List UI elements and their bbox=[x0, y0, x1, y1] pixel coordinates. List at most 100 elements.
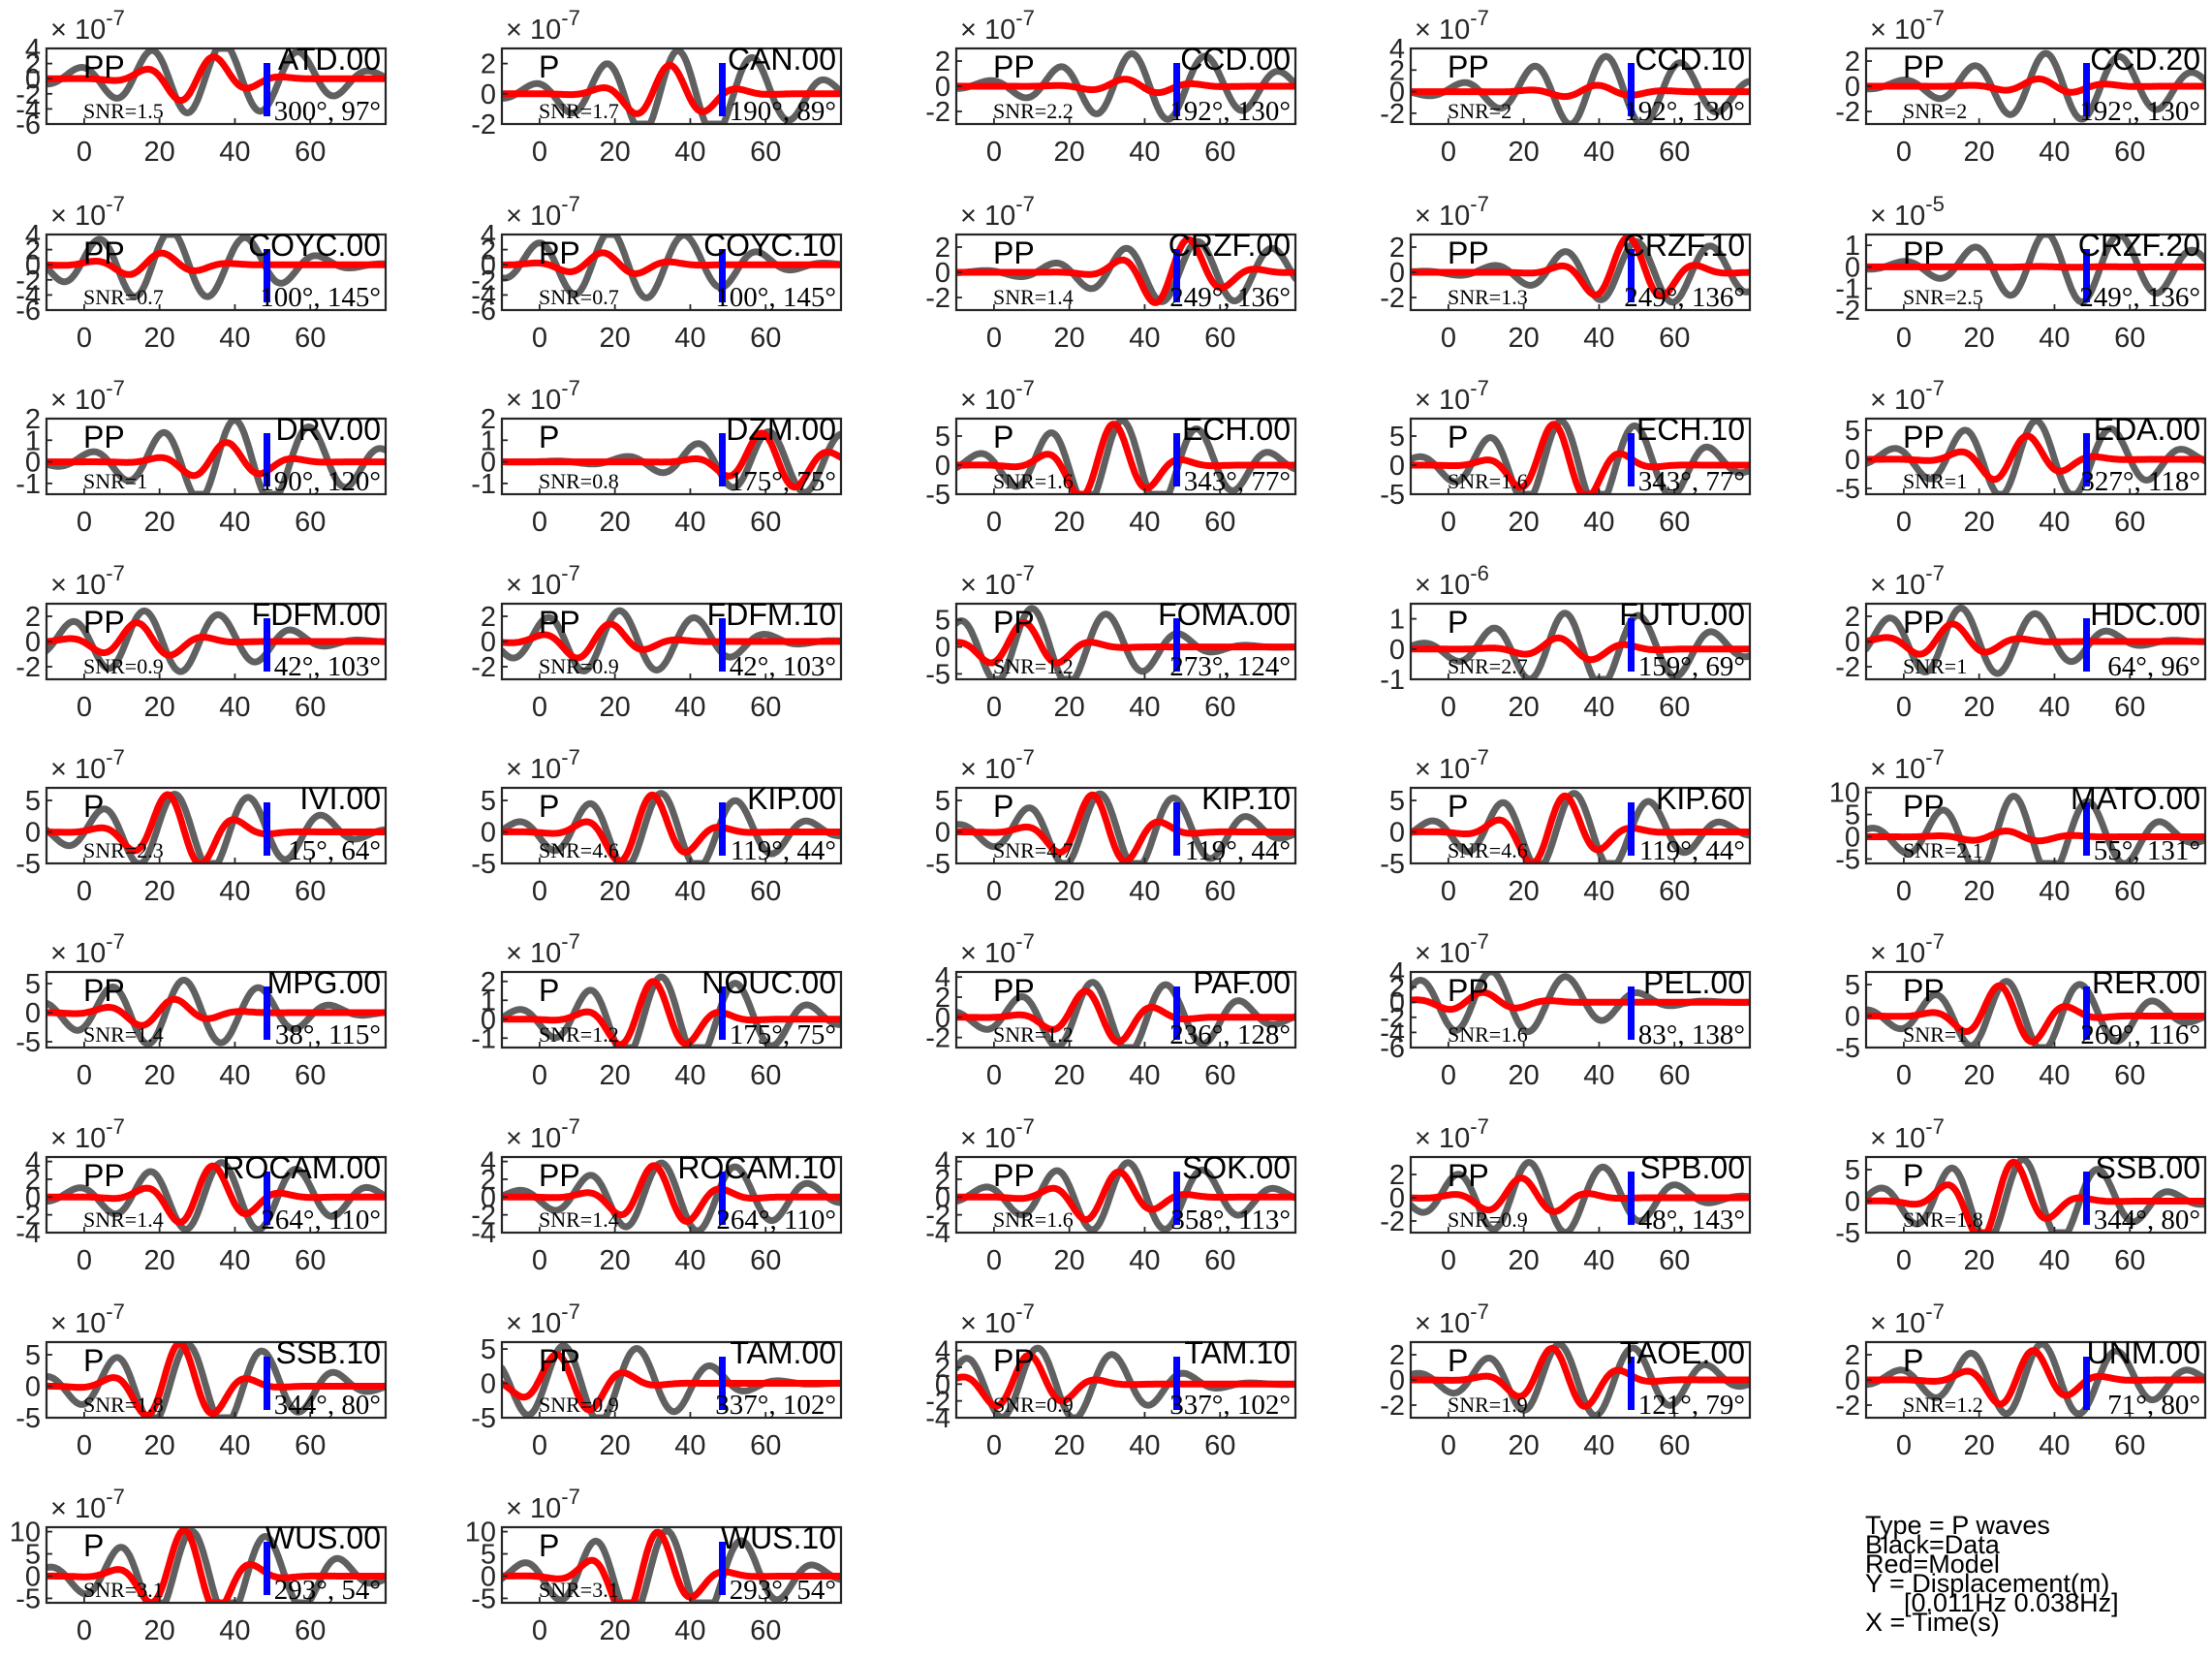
wave-type-label: PP bbox=[83, 235, 125, 270]
wave-type-label: PP bbox=[1903, 605, 1945, 640]
x-tick-label: 0 bbox=[1896, 1245, 1912, 1276]
station-label: CCD.00 bbox=[1180, 42, 1291, 77]
y-tick-label: 2 bbox=[935, 47, 950, 78]
data-trace bbox=[956, 979, 1295, 1048]
azimuth-distance-label: 190°, 89° bbox=[730, 96, 836, 127]
y-tick-label: -5 bbox=[471, 1583, 496, 1614]
y-tick-label: 1 bbox=[25, 425, 41, 456]
x-tick-label: 20 bbox=[1509, 1245, 1540, 1276]
y-tick-label: 0 bbox=[25, 1372, 41, 1403]
y-exponent-label: × 10-7 bbox=[1415, 1299, 1489, 1339]
x-tick-label: 20 bbox=[144, 1060, 175, 1091]
x-tick-label: 40 bbox=[1583, 876, 1614, 907]
y-exponent-power: -7 bbox=[1925, 1299, 1945, 1324]
x-tick-label: 20 bbox=[1509, 876, 1540, 907]
y-tick-label: 10 bbox=[10, 1518, 41, 1549]
snr-label: SNR=0.9 bbox=[83, 654, 164, 678]
snr-label: SNR=4.6 bbox=[539, 838, 619, 862]
data-trace bbox=[502, 973, 841, 1048]
y-tick-label: 2 bbox=[1845, 47, 1860, 78]
y-tick-label: 0 bbox=[481, 448, 496, 479]
azimuth-distance-label: 119°, 44° bbox=[1639, 835, 1745, 866]
azimuth-distance-label: 264°, 110° bbox=[716, 1205, 836, 1236]
station-label: CRZF.10 bbox=[1623, 228, 1745, 263]
y-tick-label: -4 bbox=[471, 280, 496, 311]
legend-line-model: Red=Model bbox=[1865, 1549, 2000, 1579]
x-tick-label: 40 bbox=[1583, 1245, 1614, 1276]
y-tick-label: -2 bbox=[925, 97, 950, 128]
y-exponent-label: × 10-7 bbox=[50, 929, 125, 969]
y-exponent-label: × 10-7 bbox=[50, 745, 125, 785]
snr-label: SNR=1 bbox=[1903, 469, 1967, 493]
x-tick-label: 60 bbox=[295, 507, 326, 538]
x-tick-label: 40 bbox=[2039, 507, 2070, 538]
azimuth-distance-label: 192°, 130° bbox=[2079, 96, 2200, 127]
model-trace bbox=[47, 1162, 386, 1226]
data-trace bbox=[502, 790, 841, 863]
y-tick-label: 0 bbox=[1845, 445, 1860, 476]
wave-type-label: PP bbox=[1448, 235, 1489, 270]
y-tick-label: -1 bbox=[16, 469, 41, 500]
y-tick-label: 2 bbox=[481, 967, 496, 998]
station-label: ROCAM.00 bbox=[222, 1150, 381, 1185]
azimuth-distance-label: 249°, 136° bbox=[1169, 282, 1291, 313]
x-tick-label: 20 bbox=[144, 692, 175, 723]
y-exponent-label: × 10-7 bbox=[1415, 745, 1489, 785]
snr-label: SNR=2.2 bbox=[993, 99, 1074, 123]
x-tick-label: 40 bbox=[219, 1615, 250, 1646]
y-tick-label: -6 bbox=[16, 296, 41, 327]
wave-type-label: PP bbox=[83, 420, 125, 454]
x-tick-label: 60 bbox=[1659, 876, 1690, 907]
snr-label: SNR=1.6 bbox=[1448, 1022, 1528, 1047]
y-tick-label: 0 bbox=[1845, 627, 1860, 658]
station-label: SSB.00 bbox=[2095, 1150, 2200, 1185]
x-tick-label: 0 bbox=[986, 876, 1002, 907]
y-tick-label: 5 bbox=[25, 1340, 41, 1371]
y-tick-label: -5 bbox=[925, 659, 950, 690]
y-tick-label: 0 bbox=[1845, 822, 1860, 853]
y-tick-label: 0 bbox=[1389, 1183, 1405, 1214]
snr-label: SNR=1.6 bbox=[1448, 469, 1528, 493]
station-label: KIP.60 bbox=[1656, 781, 1745, 816]
station-label: IVI.00 bbox=[299, 781, 381, 816]
x-tick-label: 0 bbox=[532, 692, 547, 723]
x-tick-label: 20 bbox=[144, 507, 175, 538]
y-tick-label: -5 bbox=[1835, 474, 1860, 505]
y-exponent-power: -7 bbox=[106, 561, 125, 585]
wave-type-label: P bbox=[1903, 1343, 1923, 1378]
data-trace bbox=[1866, 1157, 2205, 1233]
station-label: KIP.00 bbox=[747, 781, 836, 816]
panel-axes bbox=[45, 1525, 388, 1605]
data-trace bbox=[1411, 790, 1750, 863]
y-tick-label: 2 bbox=[1389, 1340, 1405, 1371]
wave-type-label: PP bbox=[1903, 789, 1945, 824]
y-tick-label: 0 bbox=[935, 1369, 950, 1400]
y-tick-label: 4 bbox=[935, 1147, 950, 1178]
snr-label: SNR=1.8 bbox=[83, 1393, 164, 1417]
model-trace bbox=[502, 978, 841, 1048]
x-tick-label: 0 bbox=[1441, 692, 1456, 723]
model-trace bbox=[1411, 421, 1750, 494]
y-tick-label: 2 bbox=[935, 983, 950, 1014]
x-tick-label: 20 bbox=[1964, 1245, 1995, 1276]
y-tick-label: 2 bbox=[1389, 55, 1405, 86]
y-exponent-label: × 10-7 bbox=[960, 745, 1035, 785]
station-label: WUS.10 bbox=[721, 1520, 836, 1555]
x-tick-label: 60 bbox=[750, 692, 781, 723]
wave-type-label: P bbox=[539, 1528, 559, 1563]
y-exponent-label: × 10-7 bbox=[960, 6, 1035, 46]
snr-label: SNR=2.1 bbox=[1903, 838, 1983, 862]
x-tick-label: 20 bbox=[1054, 1245, 1085, 1276]
y-tick-label: -5 bbox=[1835, 844, 1860, 875]
y-tick-label: -2 bbox=[1835, 1391, 1860, 1422]
data-trace bbox=[1866, 419, 2205, 494]
x-tick-label: 20 bbox=[600, 1430, 631, 1461]
x-tick-label: 0 bbox=[1441, 507, 1456, 538]
azimuth-distance-label: 264°, 110° bbox=[261, 1205, 381, 1236]
